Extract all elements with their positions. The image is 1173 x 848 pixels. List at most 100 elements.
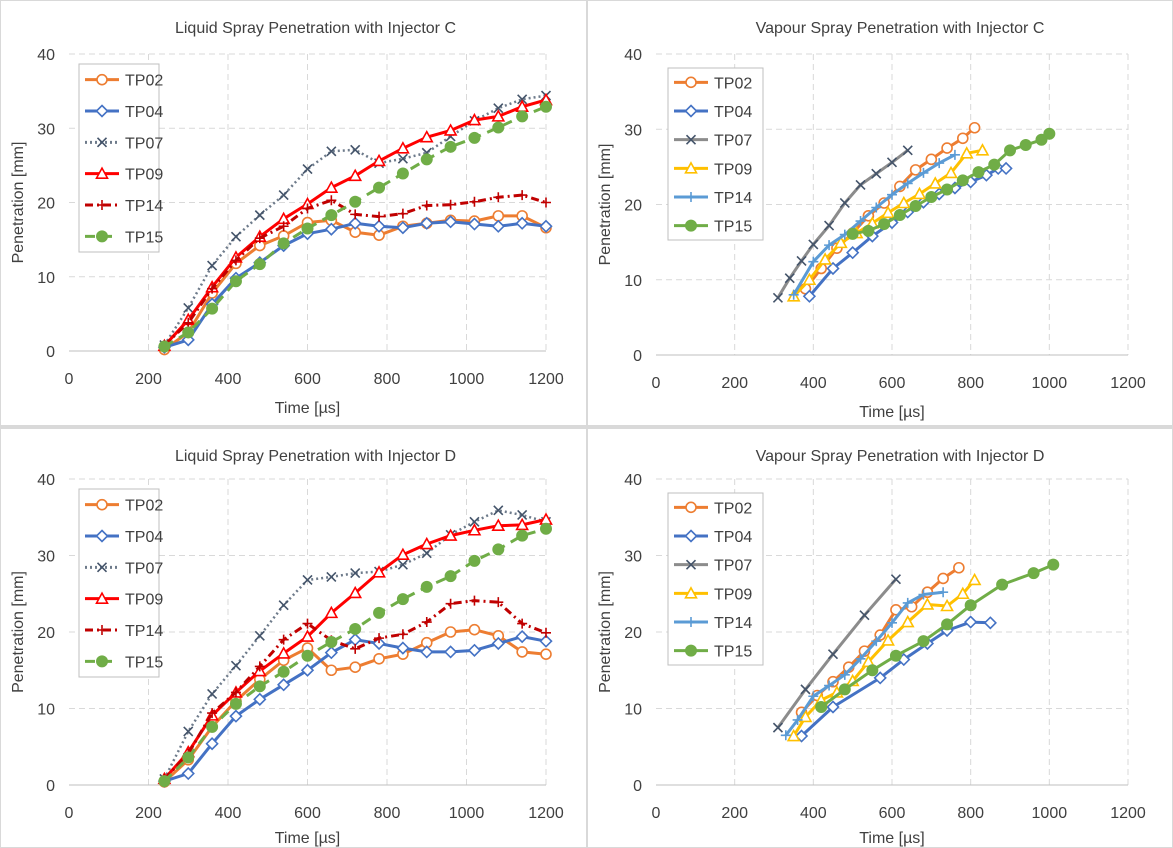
legend-label-tp02: TP02: [125, 73, 163, 90]
data-point-tp07-6: [302, 574, 313, 586]
data-point-tp14-3: [230, 687, 241, 698]
data-point-tp14-8: [918, 167, 929, 178]
legend-label-tp15: TP15: [714, 644, 752, 661]
data-point-legend-tp04-0: [95, 529, 109, 543]
data-point-tp07-8: [350, 144, 361, 155]
series-tp07: [772, 145, 913, 303]
data-point-tp14-10: [949, 149, 960, 160]
data-point-tp09-1: [798, 709, 813, 723]
data-point-tp14-13: [469, 196, 480, 207]
data-point-tp14-6: [302, 618, 313, 629]
x-tick-label: 200: [135, 805, 162, 822]
data-point-tp07-4: [824, 220, 835, 231]
data-point-tp14-2: [207, 283, 218, 294]
data-point-tp09-10: [944, 165, 958, 179]
x-tick-label: 200: [721, 805, 748, 822]
chart-panel-vapour-injector-d: 0 10 20 30 40 0 200 400 600 800 1000 1200 Vapour Spr…: [588, 429, 1172, 847]
y-tick-label: 40: [37, 472, 55, 489]
data-point-tp02-8: [925, 153, 938, 166]
data-point-tp14-7: [887, 617, 897, 628]
data-point-tp02-8: [349, 661, 362, 673]
data-point-tp09-11: [967, 572, 982, 586]
data-point-tp14-2: [824, 240, 835, 251]
data-point-tp04-8: [348, 216, 362, 230]
data-point-tp04-10: [396, 221, 410, 235]
data-point-tp07-7: [871, 168, 882, 179]
data-point-tp07-3: [808, 239, 819, 250]
data-point-tp04-11: [420, 216, 434, 230]
chart-panel-liquid-injector-d: 0 10 20 30 40 0 200 400 600 800 1000 1200 Liquid Spr…: [1, 429, 586, 847]
data-point-tp04-3: [229, 709, 243, 723]
x-tick-label: 400: [215, 805, 242, 822]
data-point-tp15-0: [158, 775, 171, 788]
series-tp14: [788, 149, 960, 300]
data-point-tp14-10: [397, 208, 408, 219]
data-point-tp15-2: [878, 218, 891, 231]
data-point-tp07-13: [469, 516, 480, 527]
y-axis-label: Penetration [mm]: [597, 571, 614, 693]
data-point-tp07-6: [302, 164, 313, 175]
data-point-tp04-15: [515, 629, 529, 644]
data-point-tp14-14: [493, 192, 504, 203]
data-point-tp04-11: [420, 645, 434, 659]
data-point-tp15-0: [846, 227, 859, 240]
data-point-tp15-4: [253, 258, 266, 271]
data-point-tp07-4: [254, 210, 265, 221]
x-tick-label: 800: [957, 805, 984, 822]
x-tick-label: 800: [374, 805, 401, 822]
data-point-legend-tp09-0: [95, 166, 109, 179]
data-point-tp14-8: [350, 209, 361, 220]
x-tick-label: 1000: [449, 371, 485, 388]
data-point-tp07-0: [772, 722, 783, 733]
data-point-tp09-8: [920, 597, 935, 610]
data-point-tp09-8: [912, 186, 927, 200]
data-point-tp02-16: [540, 648, 552, 660]
data-point-legend-tp02-0: [685, 76, 697, 89]
data-point-tp14-11: [421, 617, 432, 628]
chart-panel-liquid-injector-c: 0 10 20 30 40 0 200 400 600 800 1000 1200 Liquid Spr…: [1, 1, 586, 425]
y-tick-label: 40: [624, 47, 642, 64]
data-point-tp02-11: [968, 121, 981, 134]
y-tick-label: 30: [37, 549, 55, 566]
legend-label-tp04: TP04: [714, 529, 752, 546]
data-point-tp04-5: [277, 678, 291, 692]
data-point-tp04-6: [964, 615, 978, 629]
data-point-tp09-7: [900, 614, 915, 628]
data-point-tp15-5: [925, 190, 938, 203]
data-point-tp09-6: [881, 205, 895, 219]
data-point-tp15-6: [941, 183, 954, 196]
x-tick-label: 400: [800, 805, 827, 822]
x-tick-label: 200: [721, 375, 748, 392]
data-point-tp14-9: [934, 158, 945, 169]
data-point-tp15-3: [229, 697, 242, 710]
data-point-tp15-8: [349, 622, 362, 635]
data-point-tp07-15: [517, 509, 528, 521]
data-point-tp09-10: [955, 586, 970, 600]
data-point-tp14-6: [887, 189, 897, 200]
data-point-tp07-5: [839, 197, 850, 209]
data-point-tp07-7: [326, 146, 337, 157]
data-point-tp15-9: [373, 606, 386, 619]
chart-title: Vapour Spray Penetration with Injector D: [756, 448, 1045, 465]
legend-box: [78, 63, 160, 253]
data-point-tp07-8: [886, 157, 898, 168]
data-point-tp07-7: [326, 571, 337, 582]
data-point-legend-tp14-0: [97, 200, 107, 210]
data-point-tp09-8: [348, 168, 363, 182]
y-tick-label: 20: [624, 625, 642, 642]
data-point-tp04-12: [999, 161, 1013, 176]
data-point-tp15-5: [277, 665, 290, 678]
data-point-tp07-14: [493, 505, 504, 516]
data-point-tp15-1: [862, 224, 875, 237]
legend-label-tp07: TP07: [714, 133, 752, 150]
y-tick-label: 0: [633, 778, 642, 795]
data-point-tp07-5: [278, 600, 289, 611]
data-point-tp14-4: [254, 661, 265, 672]
x-tick-label: 0: [65, 805, 74, 822]
data-point-tp09-12: [975, 143, 990, 156]
data-point-tp02-9: [937, 572, 949, 585]
data-point-tp14-3: [230, 255, 241, 266]
y-tick-label: 20: [624, 198, 642, 215]
